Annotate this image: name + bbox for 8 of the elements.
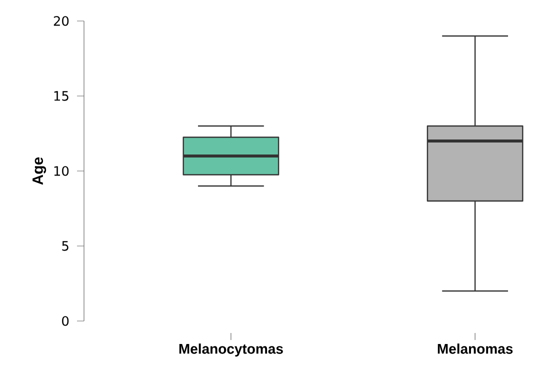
x-tick-label: Melanomas <box>438 344 513 354</box>
y-tick-label: 0 <box>62 316 69 326</box>
x-tick-label: Melanocytomas <box>179 344 283 357</box>
y-axis-title: Age <box>32 157 46 185</box>
y-tick-label: 5 <box>62 241 68 251</box>
y-tick-label: 10 <box>54 166 69 176</box>
y-tick-label: 15 <box>54 91 68 101</box>
y-tick-label: 20 <box>54 16 69 26</box>
